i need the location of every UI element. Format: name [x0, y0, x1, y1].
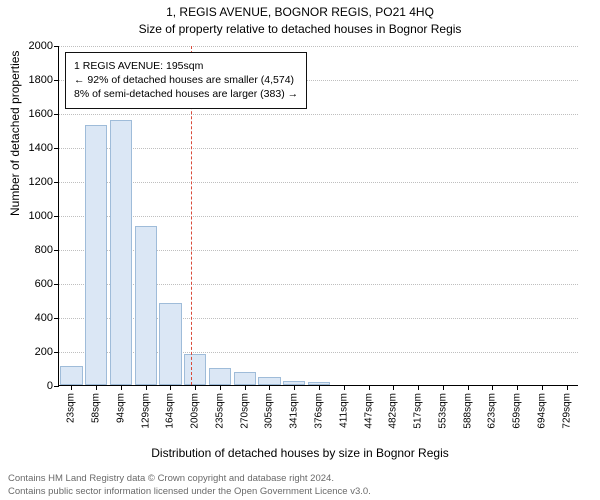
- y-tick-label: 1800: [19, 74, 53, 86]
- grid-line: [59, 114, 578, 115]
- grid-line: [59, 148, 578, 149]
- x-tick-mark: [567, 385, 568, 390]
- y-tick-label: 800: [19, 244, 53, 256]
- footer-line-2: Contains public sector information licen…: [8, 486, 592, 498]
- histogram-bar: [258, 377, 280, 385]
- x-tick-mark: [517, 385, 518, 390]
- histogram-bar: [209, 368, 231, 385]
- x-tick-mark: [294, 385, 295, 390]
- x-tick-mark: [170, 385, 171, 390]
- chart-subtitle: Size of property relative to detached ho…: [0, 21, 600, 38]
- histogram-bar: [234, 372, 256, 385]
- x-axis-label: Distribution of detached houses by size …: [0, 446, 600, 460]
- x-tick-mark: [319, 385, 320, 390]
- x-tick-mark: [393, 385, 394, 390]
- y-tick-mark: [54, 182, 59, 183]
- grid-line: [59, 46, 578, 47]
- y-tick-mark: [54, 284, 59, 285]
- x-tick-mark: [146, 385, 147, 390]
- y-tick-label: 1000: [19, 210, 53, 222]
- footer-line-1: Contains HM Land Registry data © Crown c…: [8, 473, 592, 485]
- chart-title: 1, REGIS AVENUE, BOGNOR REGIS, PO21 4HQ: [0, 0, 600, 21]
- annotation-line: 8% of semi-detached houses are larger (3…: [74, 87, 298, 101]
- x-tick-mark: [369, 385, 370, 390]
- x-tick-mark: [492, 385, 493, 390]
- y-tick-label: 0: [19, 380, 53, 392]
- x-tick-mark: [269, 385, 270, 390]
- plot-area: 020040060080010001200140016001800200023s…: [58, 46, 578, 386]
- y-tick-label: 400: [19, 312, 53, 324]
- y-tick-mark: [54, 80, 59, 81]
- annotation-line: 1 REGIS AVENUE: 195sqm: [74, 59, 298, 73]
- histogram-bar: [110, 120, 132, 385]
- x-tick-mark: [121, 385, 122, 390]
- x-tick-mark: [71, 385, 72, 390]
- x-tick-mark: [195, 385, 196, 390]
- y-tick-mark: [54, 46, 59, 47]
- y-tick-label: 1400: [19, 142, 53, 154]
- histogram-bar: [159, 303, 181, 385]
- y-tick-label: 600: [19, 278, 53, 290]
- y-tick-label: 1200: [19, 176, 53, 188]
- histogram-chart: 1, REGIS AVENUE, BOGNOR REGIS, PO21 4HQ …: [0, 0, 600, 500]
- grid-line: [59, 182, 578, 183]
- y-tick-label: 200: [19, 346, 53, 358]
- annotation-line: ← 92% of detached houses are smaller (4,…: [74, 73, 298, 87]
- y-tick-mark: [54, 386, 59, 387]
- histogram-bar: [184, 354, 206, 385]
- x-tick-mark: [245, 385, 246, 390]
- y-tick-label: 1600: [19, 108, 53, 120]
- y-tick-mark: [54, 148, 59, 149]
- x-tick-mark: [220, 385, 221, 390]
- histogram-bar: [135, 226, 157, 385]
- x-tick-mark: [542, 385, 543, 390]
- x-tick-mark: [344, 385, 345, 390]
- histogram-bar: [85, 125, 107, 385]
- y-tick-mark: [54, 352, 59, 353]
- y-tick-mark: [54, 114, 59, 115]
- x-tick-mark: [468, 385, 469, 390]
- grid-line: [59, 216, 578, 217]
- x-tick-mark: [96, 385, 97, 390]
- x-tick-mark: [443, 385, 444, 390]
- y-tick-mark: [54, 318, 59, 319]
- histogram-bar: [60, 366, 82, 385]
- y-tick-mark: [54, 250, 59, 251]
- y-tick-mark: [54, 216, 59, 217]
- annotation-box: 1 REGIS AVENUE: 195sqm← 92% of detached …: [65, 52, 307, 109]
- footer-attribution: Contains HM Land Registry data © Crown c…: [0, 473, 600, 498]
- y-tick-label: 2000: [19, 40, 53, 52]
- x-tick-mark: [418, 385, 419, 390]
